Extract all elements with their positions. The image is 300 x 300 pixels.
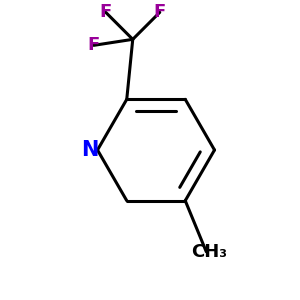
Text: F: F xyxy=(88,36,100,54)
Text: F: F xyxy=(154,3,166,21)
Text: F: F xyxy=(100,3,112,21)
Text: CH₃: CH₃ xyxy=(191,243,227,261)
Text: N: N xyxy=(81,140,99,160)
